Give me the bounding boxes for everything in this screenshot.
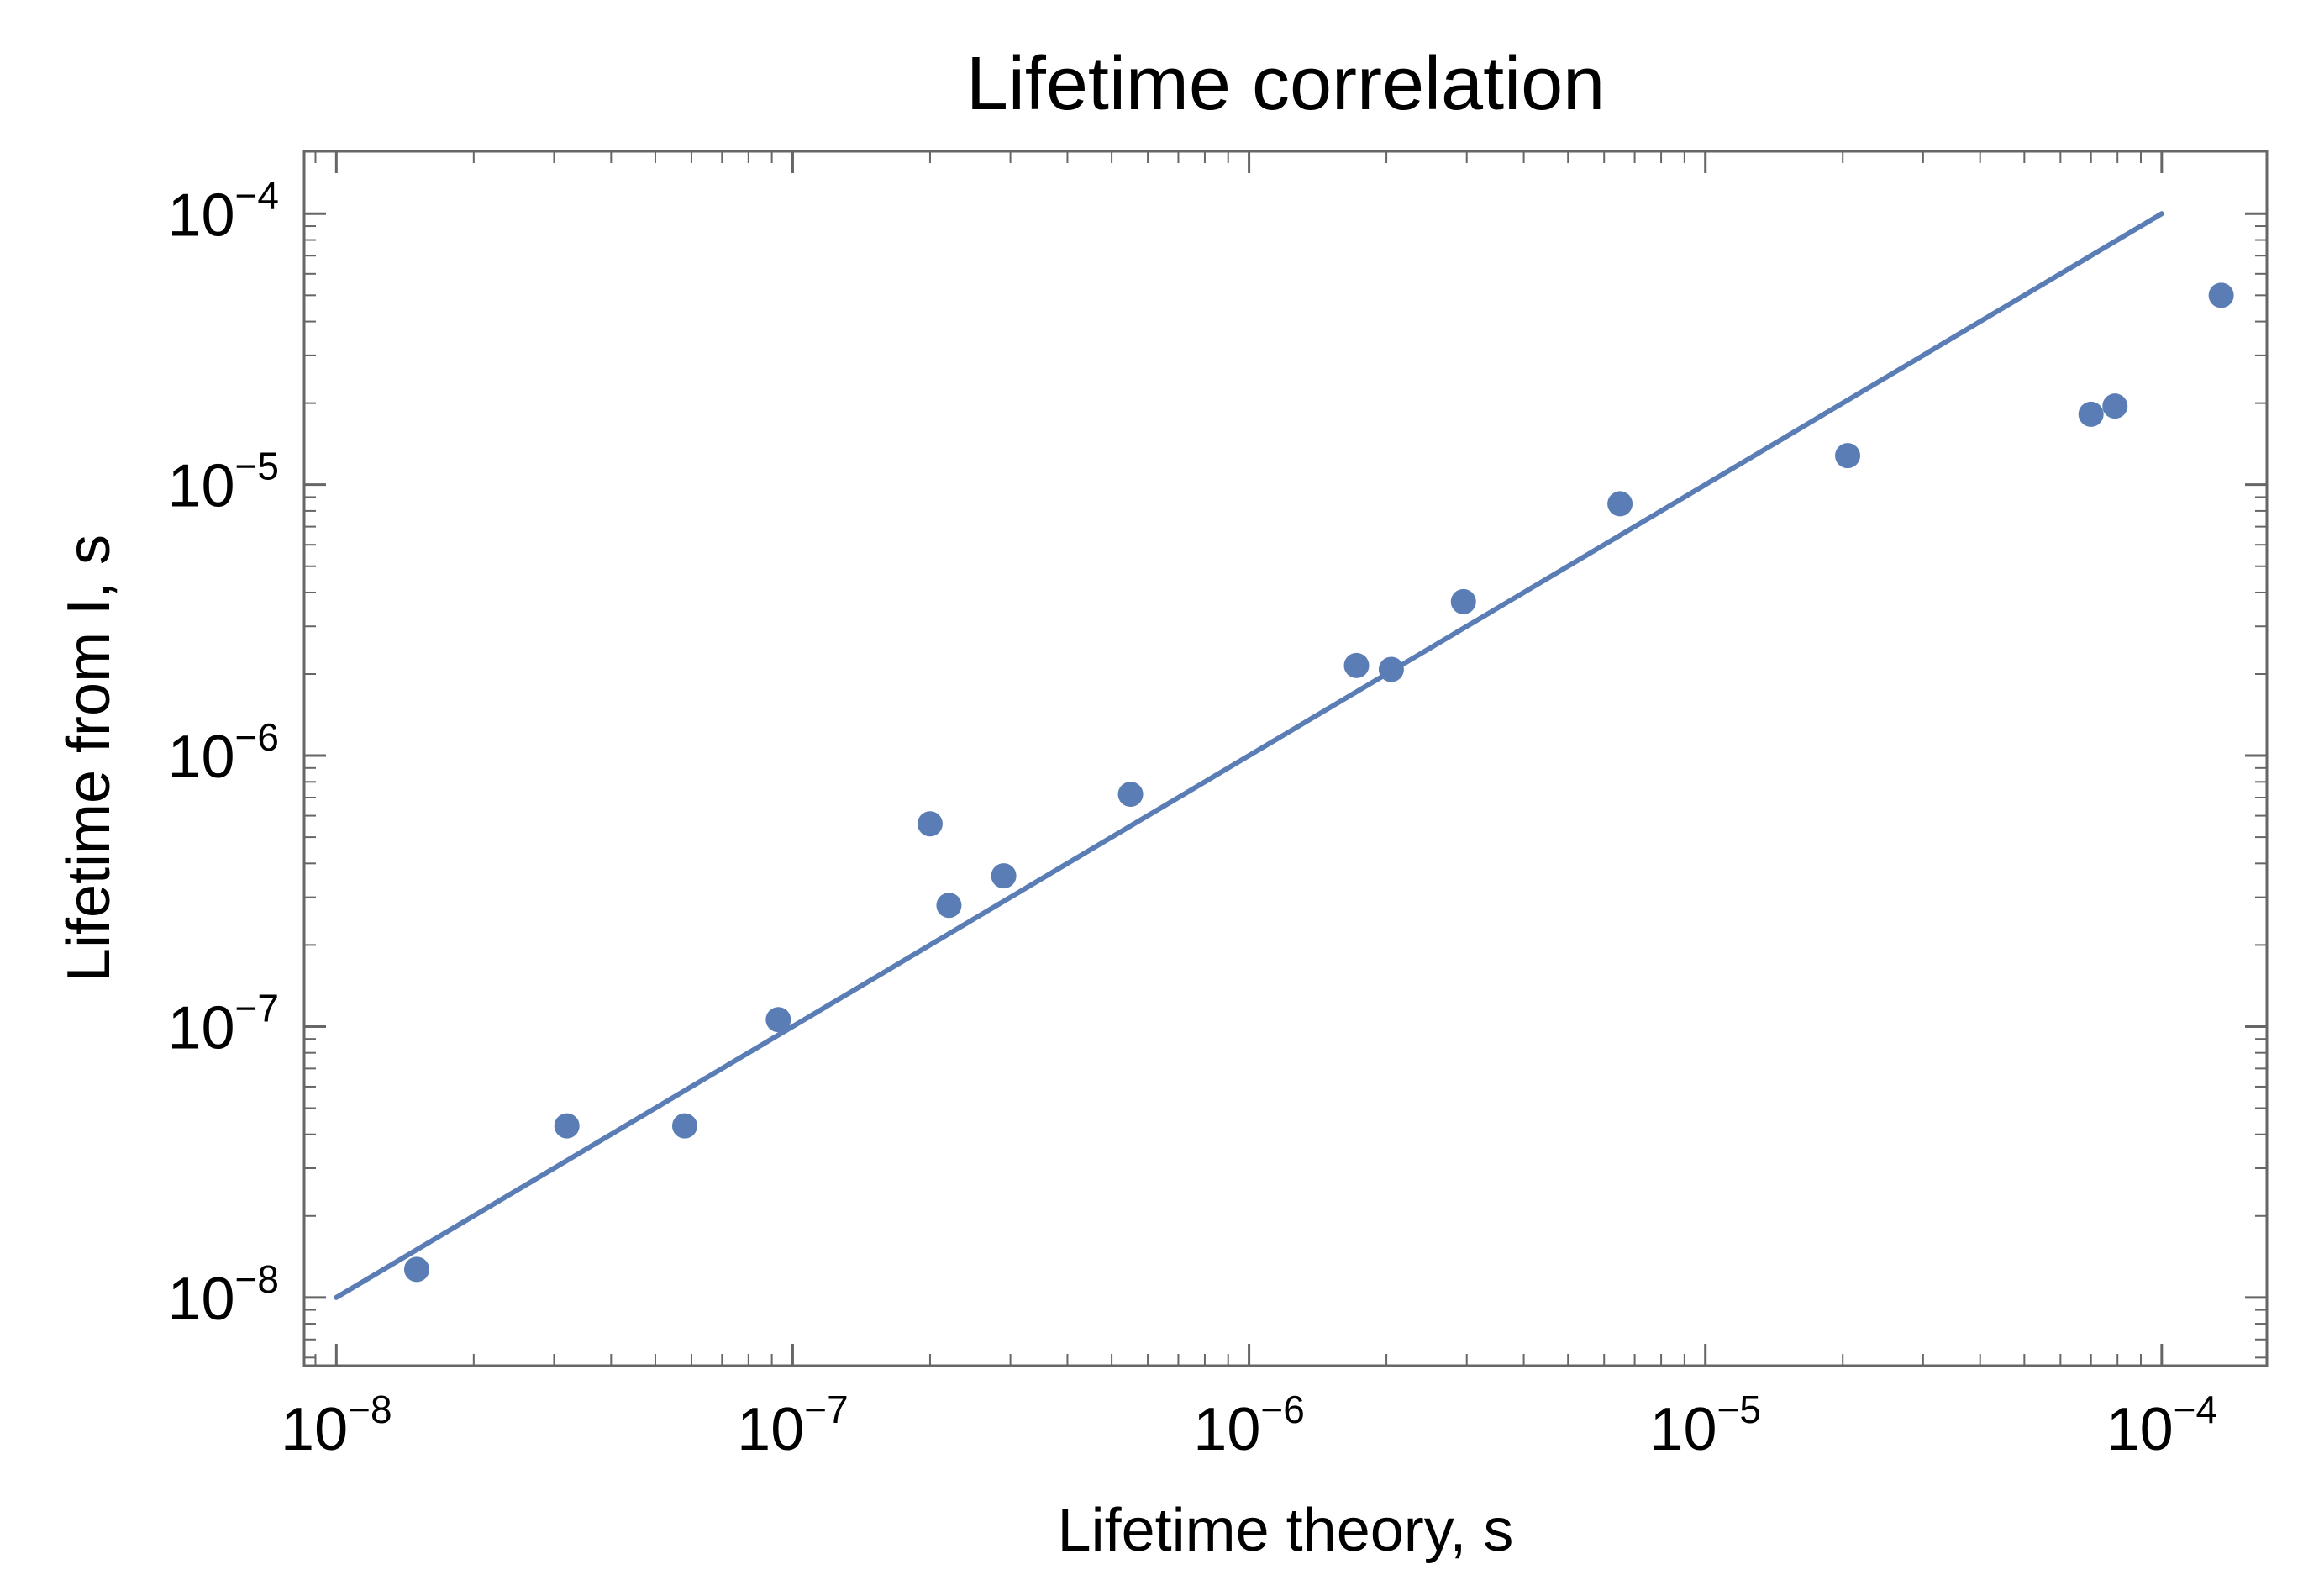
data-point <box>671 1113 697 1139</box>
y-tick-labels: 10−8 10−7 10−6 10−5 10−4 <box>167 173 279 1333</box>
x-tick-label: 10−6 <box>1193 1388 1305 1463</box>
y-tick-label: 10−7 <box>167 986 279 1061</box>
y-tick-label: 10−5 <box>167 445 279 520</box>
data-point <box>991 863 1017 889</box>
x-tick-label: 10−4 <box>2106 1388 2218 1463</box>
x-tick-label: 10−8 <box>281 1388 392 1463</box>
x-tick-labels: 10−8 10−7 10−6 10−5 10−4 <box>281 1388 2217 1463</box>
y-tick-label: 10−6 <box>167 715 279 791</box>
y-axis-label: Lifetime from I, s <box>55 535 123 982</box>
data-point <box>765 1007 791 1033</box>
data-point <box>1835 443 1861 469</box>
data-point <box>1343 652 1370 678</box>
data-point <box>936 893 962 919</box>
x-tick-label: 10−5 <box>1649 1388 1761 1463</box>
data-point <box>2208 282 2234 308</box>
x-tick-label: 10−7 <box>737 1388 849 1463</box>
major-ticks <box>304 151 2267 1366</box>
scatter-points-series <box>403 282 2234 1283</box>
fit-line <box>334 211 2164 1300</box>
y-tick-label: 10−8 <box>167 1257 279 1333</box>
data-point <box>2078 401 2104 427</box>
minor-ticks <box>304 151 2267 1366</box>
data-point <box>1117 782 1144 808</box>
x-axis-label: Lifetime theory, s <box>1058 1497 1514 1564</box>
data-point <box>1378 656 1404 682</box>
data-point <box>917 811 943 837</box>
data-point <box>1607 491 1633 517</box>
fit-line-series <box>334 211 2164 1300</box>
data-point <box>1450 588 1476 614</box>
chart-title: Lifetime correlation <box>966 42 1605 126</box>
plot-frame <box>302 150 2269 1367</box>
data-point <box>2102 393 2128 419</box>
data-point <box>403 1256 429 1283</box>
y-tick-label: 10−4 <box>167 173 279 249</box>
data-point <box>554 1113 580 1139</box>
